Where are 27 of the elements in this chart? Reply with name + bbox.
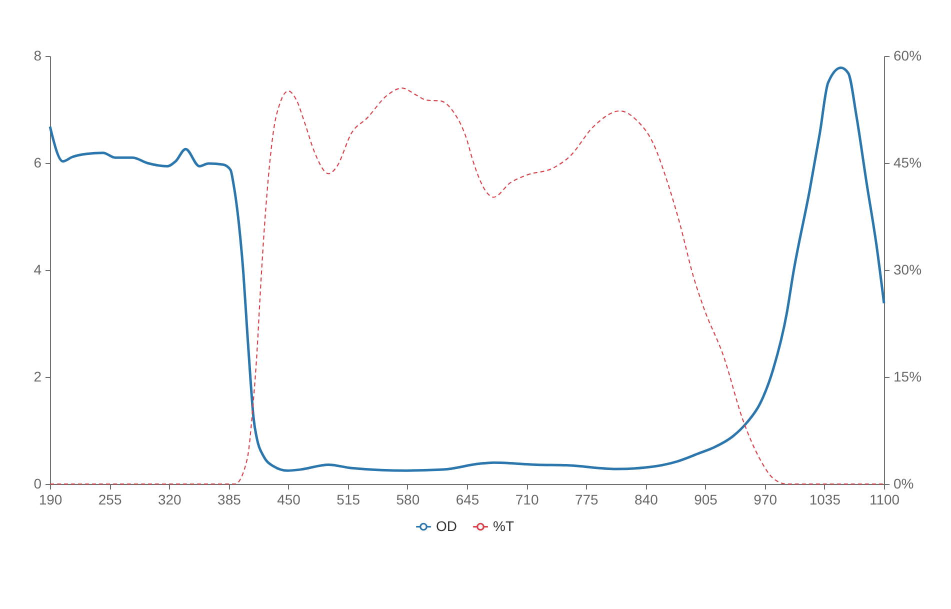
x-tick-label: 710 [515, 492, 539, 508]
x-tick-label: 1035 [809, 492, 841, 508]
x-tick-label: 1100 [869, 492, 900, 508]
y2-tick-label: 60% [894, 48, 922, 64]
x-tick-label: 515 [336, 492, 360, 508]
x-tick-label: 645 [456, 492, 480, 508]
y2-tick-label: 15% [894, 368, 922, 384]
x-tick-label: 905 [694, 492, 718, 508]
x-tick-label: 970 [754, 492, 778, 508]
y-tick-label: 6 [34, 154, 42, 170]
x-tick-label: 580 [396, 492, 420, 508]
x-tick-label: 255 [98, 492, 122, 508]
x-tick-label: 450 [277, 492, 301, 508]
legend-label: OD [436, 518, 457, 534]
y-tick-label: 0 [34, 476, 42, 492]
x-tick-label: 320 [158, 492, 182, 508]
y-tick-label: 4 [34, 262, 42, 278]
y2-tick-label: 30% [894, 262, 922, 278]
legend-label: %T [493, 518, 514, 534]
y-tick-label: 8 [34, 48, 42, 64]
x-tick-label: 385 [218, 492, 242, 508]
y2-tick-label: 0% [894, 476, 914, 492]
y2-tick-label: 45% [894, 154, 922, 170]
y-tick-label: 2 [34, 368, 42, 384]
x-tick-label: 775 [574, 492, 599, 508]
x-tick-label: 840 [634, 492, 658, 508]
x-tick-label: 190 [38, 492, 62, 508]
